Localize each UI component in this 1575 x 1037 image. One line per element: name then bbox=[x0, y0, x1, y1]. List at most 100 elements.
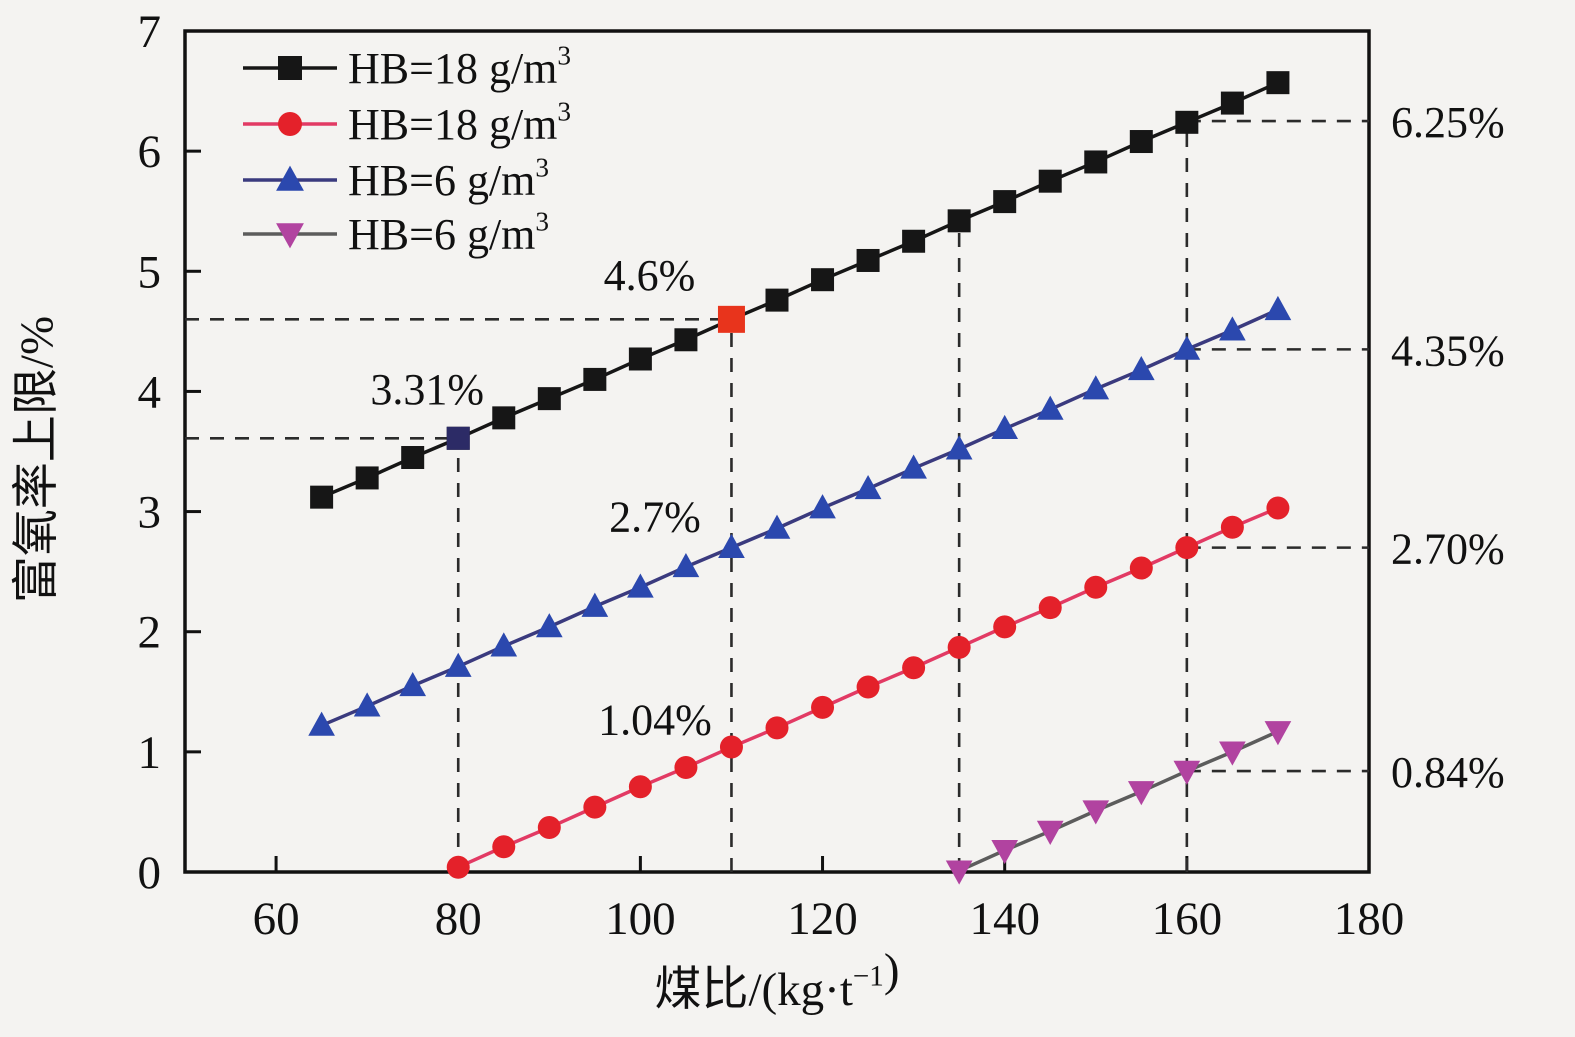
series-1-marker bbox=[1175, 536, 1199, 560]
x-tick-label-part: 100 bbox=[605, 893, 676, 945]
legend-label-2-part: HB=6 g/m bbox=[348, 156, 535, 205]
right-label-4.35%: 4.35% bbox=[1391, 326, 1505, 375]
series-line-2 bbox=[320, 308, 1279, 728]
series-2-marker bbox=[854, 474, 882, 500]
x-tick-label: 180 bbox=[1334, 893, 1405, 945]
series-1-marker bbox=[993, 615, 1017, 639]
y-tick-label-part: 1 bbox=[138, 727, 162, 779]
x-tick-label: 120 bbox=[787, 893, 858, 945]
annotation-1.04%-part: 1.04% bbox=[598, 695, 712, 744]
series-0-marker bbox=[993, 190, 1017, 214]
legend-marker-2 bbox=[276, 165, 304, 191]
y-tick-label: 3 bbox=[138, 487, 162, 539]
series-1-marker bbox=[583, 795, 607, 819]
plot-border bbox=[183, 29, 1371, 874]
legend-marker-0 bbox=[278, 56, 302, 80]
legend-label-3: HB=6 g/m3 bbox=[348, 207, 549, 259]
x-tick-label-part: 180 bbox=[1334, 893, 1405, 945]
y-tick-label: 4 bbox=[138, 366, 162, 418]
series-2-marker bbox=[991, 414, 1019, 440]
y-tick-label-part: 0 bbox=[138, 847, 162, 899]
highlight-point-0 bbox=[717, 305, 745, 333]
legend-marker-3 bbox=[276, 223, 304, 249]
y-tick-label: 2 bbox=[138, 607, 162, 659]
series-1-marker bbox=[628, 775, 652, 799]
y-tick-label-part: 7 bbox=[138, 6, 162, 58]
series-2-marker bbox=[1036, 395, 1064, 420]
annotation-4.6%: 4.6% bbox=[604, 251, 696, 300]
annotation-3.31%: 3.31% bbox=[370, 365, 484, 414]
legend-label-1: HB=18 g/m3 bbox=[348, 97, 571, 149]
y-tick-label-part: 6 bbox=[138, 126, 162, 178]
series-0-marker bbox=[856, 248, 880, 272]
legend-label-2-sup: 3 bbox=[535, 153, 549, 183]
series-2-marker bbox=[672, 553, 700, 578]
x-tick-label-part: 160 bbox=[1152, 893, 1223, 945]
series-0-marker bbox=[1129, 130, 1153, 154]
y-tick-label: 6 bbox=[138, 126, 162, 178]
series-0-marker bbox=[492, 406, 516, 430]
series-0-marker bbox=[355, 466, 379, 490]
right-label-2.70%: 2.70% bbox=[1391, 525, 1505, 574]
series-3-marker bbox=[1219, 741, 1246, 766]
legend-label-3-part: HB=6 g/m bbox=[348, 210, 535, 259]
series-1-marker bbox=[1084, 575, 1108, 599]
series-line-0 bbox=[320, 81, 1279, 499]
y-tick-label: 0 bbox=[138, 847, 162, 899]
right-label-4.35%-part: 4.35% bbox=[1391, 326, 1505, 375]
right-label-0.84%-part: 0.84% bbox=[1391, 748, 1505, 797]
y-tick-label: 7 bbox=[138, 6, 162, 58]
legend-label-1-sup: 3 bbox=[557, 97, 571, 127]
series-1-marker bbox=[811, 695, 835, 719]
series-3-marker bbox=[1127, 781, 1155, 806]
series-2-marker bbox=[308, 711, 335, 736]
series-0-marker bbox=[310, 485, 334, 509]
right-label-0.84%: 0.84% bbox=[1391, 748, 1505, 797]
x-tick-label-part: 80 bbox=[435, 893, 482, 945]
highlight-point-1 bbox=[446, 426, 470, 450]
series-3-marker bbox=[1082, 800, 1110, 825]
series-0-marker bbox=[583, 367, 607, 391]
series-3-marker bbox=[945, 860, 973, 885]
annotation-3.31%-part: 3.31% bbox=[370, 365, 484, 414]
series-1-marker bbox=[1038, 596, 1062, 620]
y-axis-label-part: 富氧率上限/% bbox=[11, 316, 63, 603]
x-tick-label: 80 bbox=[435, 893, 482, 945]
series-2-marker bbox=[535, 613, 563, 638]
series-2-marker bbox=[1173, 335, 1201, 360]
x-axis-label-part: 煤比/(kg·t bbox=[654, 964, 852, 1016]
series-1-marker bbox=[856, 675, 880, 699]
legend-label-1-part: HB=18 g/m bbox=[348, 100, 557, 149]
series-0-marker bbox=[401, 446, 425, 470]
annotation-1.04%: 1.04% bbox=[598, 695, 712, 744]
annotation-2.7%: 2.7% bbox=[609, 492, 701, 541]
series-1-marker bbox=[765, 716, 789, 740]
series-2-marker bbox=[1127, 356, 1155, 381]
x-axis-label-sup: −1 bbox=[853, 960, 884, 992]
x-tick-label-part: 120 bbox=[787, 893, 858, 945]
y-tick-label-part: 2 bbox=[138, 607, 162, 659]
x-tick-label: 60 bbox=[253, 893, 300, 945]
series-2-marker bbox=[718, 533, 745, 558]
series-1-marker bbox=[446, 855, 470, 879]
series-2-marker bbox=[763, 514, 791, 539]
series-3-marker bbox=[1036, 820, 1064, 845]
series-1-marker bbox=[492, 835, 516, 859]
series-0-marker bbox=[765, 288, 789, 312]
series-2-marker bbox=[1219, 316, 1246, 341]
y-tick-label-part: 5 bbox=[138, 246, 162, 298]
y-axis-label: 富氧率上限/% bbox=[11, 316, 63, 603]
series-0-marker bbox=[1220, 91, 1244, 115]
series-0-marker bbox=[947, 209, 971, 233]
series-2-marker bbox=[809, 494, 836, 519]
series-1-marker bbox=[537, 816, 561, 840]
series-0-marker bbox=[902, 229, 926, 253]
series-2-marker bbox=[353, 692, 381, 717]
series-0-marker bbox=[1038, 169, 1062, 193]
series-1-marker bbox=[1129, 556, 1153, 580]
annotation-2.7%-part: 2.7% bbox=[609, 492, 701, 541]
series-1-marker bbox=[719, 735, 743, 759]
x-axis-label: 煤比/(kg·t−1) bbox=[654, 944, 899, 1016]
